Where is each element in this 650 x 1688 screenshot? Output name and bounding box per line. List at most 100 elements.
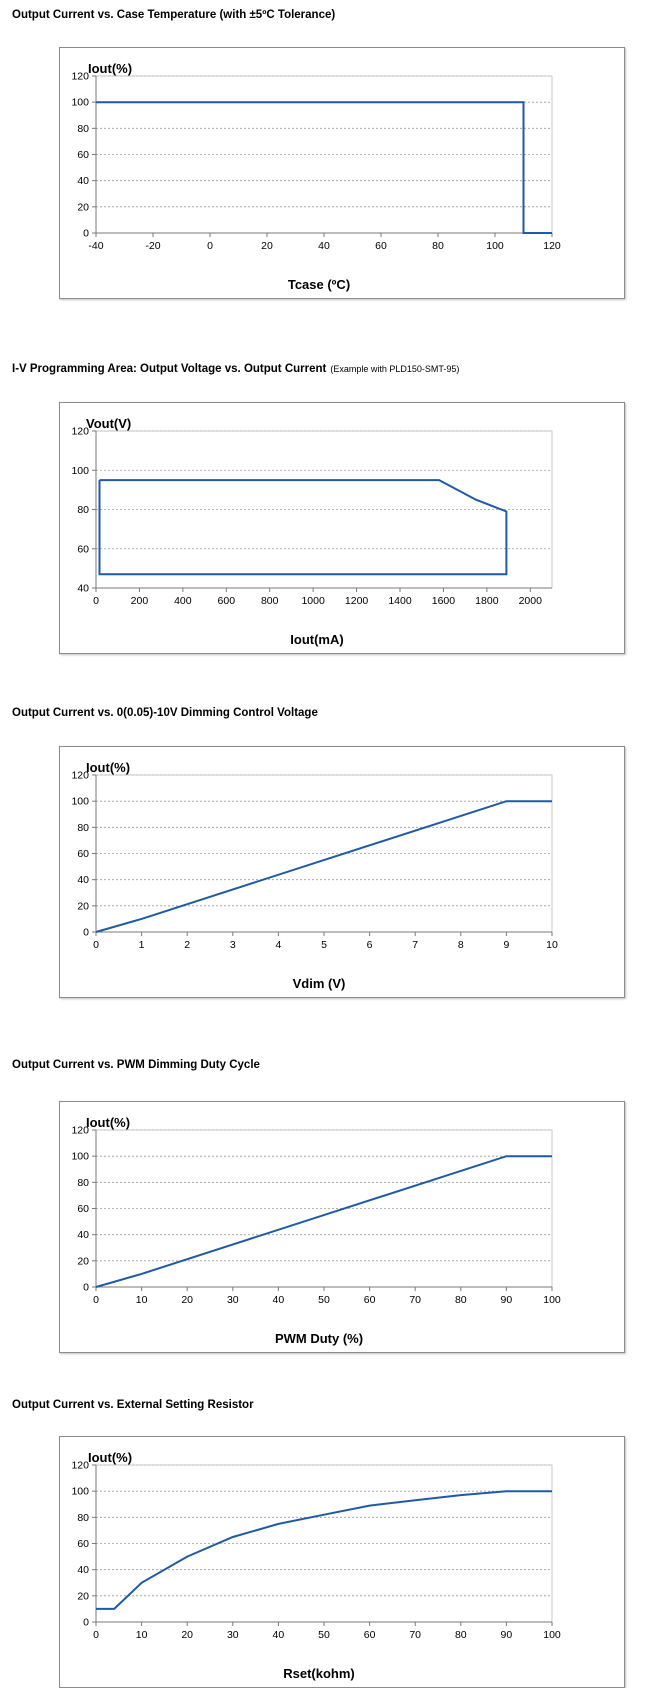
y-tick-label: 20 — [77, 1255, 89, 1267]
x-tick-label: 40 — [273, 1294, 285, 1306]
chart-section-1: Output Current vs. Case Temperature (wit… — [0, 0, 650, 300]
y-tick-label: 60 — [77, 1538, 89, 1550]
y-axis-title: Iout(%) — [88, 61, 132, 76]
y-axis-title: Iout(%) — [86, 1115, 130, 1130]
chart-title: Output Current vs. Case Temperature (wit… — [12, 9, 335, 21]
y-tick-label: 40 — [77, 1229, 89, 1241]
chart-title-text: Output Current vs. 0(0.05)-10V Dimming C… — [12, 707, 318, 719]
x-tick-label: 10 — [136, 1294, 148, 1306]
y-tick-label: 120 — [71, 426, 89, 438]
x-tick-label: 60 — [375, 240, 387, 252]
y-tick-label: 80 — [77, 1512, 89, 1524]
x-tick-label: 9 — [503, 939, 509, 951]
x-axis-title: Tcase (ºC) — [288, 277, 350, 292]
y-tick-label: 80 — [77, 504, 89, 516]
chart-title-text: I-V Programming Area: Output Voltage vs.… — [12, 363, 327, 375]
x-tick-label: 50 — [318, 1629, 330, 1641]
x-tick-label: 2000 — [519, 595, 543, 607]
y-tick-label: 120 — [71, 1125, 89, 1137]
y-tick-label: 100 — [71, 1486, 89, 1498]
series-line — [95, 800, 552, 933]
x-tick-label: 40 — [318, 240, 330, 252]
x-tick-label: 6 — [367, 939, 373, 951]
x-tick-label: 0 — [93, 939, 99, 951]
x-tick-label: 50 — [318, 1294, 330, 1306]
chart-section-3: Output Current vs. 0(0.05)-10V Dimming C… — [0, 695, 650, 998]
x-tick-label: 30 — [227, 1629, 239, 1641]
y-tick-label: 20 — [77, 900, 89, 912]
x-tick-label: 1200 — [345, 595, 369, 607]
x-axis-title: Iout(mA) — [290, 632, 343, 647]
plot-group: 0 20 40 60 80 100 120 0 1 2 3 4 5 6 7 8 9 10 — [71, 770, 558, 952]
y-tick-label: 120 — [71, 770, 89, 782]
y-tick-label: 100 — [71, 1151, 89, 1163]
x-tick-label: 3 — [230, 939, 236, 951]
x-tick-label: 5 — [321, 939, 327, 951]
x-tick-label: 600 — [218, 595, 236, 607]
x-tick-label: 0 — [93, 1294, 99, 1306]
chart-title-text: Output Current vs. Case Temperature (wit… — [12, 9, 336, 21]
chart-title: Output Current vs. 0(0.05)-10V Dimming C… — [12, 707, 318, 719]
y-tick-label: 0 — [83, 1282, 89, 1294]
y-axis-title: Iout(%) — [86, 760, 130, 775]
y-tick-label: 100 — [71, 796, 89, 808]
y-tick-label: 0 — [83, 927, 89, 939]
y-axis-title: Vout(V) — [86, 416, 131, 431]
chart-panel: 40 60 80 100 120 0 200 400 600 800 1000 1200 1400 160… — [59, 402, 625, 654]
chart-panel: 0 20 40 60 80 100 120 0 10 20 30 40 50 60 70 80 90 100 Io… — [59, 1436, 625, 1688]
x-tick-label: 2 — [184, 939, 190, 951]
chart-svg: 0 20 40 60 80 100 120 0 10 20 30 40 50 60 70 80 90 100 Io… — [71, 1450, 560, 1681]
chart-panel: 0 20 40 60 80 100 120 0 1 2 3 4 5 6 7 8 9 10 Iout(%) Vdim… — [59, 746, 625, 998]
plot-group: 0 20 40 60 80 100 120 0 10 20 30 40 50 60 70 80 90 100 — [71, 1460, 560, 1642]
x-tick-label: 400 — [174, 595, 192, 607]
y-tick-label: 80 — [77, 1177, 89, 1189]
x-axis-title: Vdim (V) — [293, 976, 346, 991]
x-tick-label: 80 — [455, 1629, 467, 1641]
chart-svg: 0 20 40 60 80 100 120 0 10 20 30 40 50 60 70 80 90 100 Io… — [71, 1115, 560, 1346]
chart-title: Output Current vs. External Setting Resi… — [12, 1399, 254, 1411]
x-tick-label: 200 — [131, 595, 149, 607]
x-tick-label: 100 — [543, 1629, 561, 1641]
chart-section-5: Output Current vs. External Setting Resi… — [0, 1385, 650, 1688]
chart-svg: 0 20 40 60 80 100 120 0 1 2 3 4 5 6 7 8 9 10 Iout(%) Vdim… — [71, 760, 558, 991]
x-tick-label: 100 — [486, 240, 504, 252]
x-tick-label: 0 — [93, 1629, 99, 1641]
chart-panel: 0 20 40 60 80 100 120 0 10 20 30 40 50 60 70 80 90 100 Io… — [59, 1101, 625, 1353]
y-tick-label: 20 — [77, 201, 89, 213]
x-tick-label: 90 — [501, 1294, 513, 1306]
y-tick-label: 80 — [77, 822, 89, 834]
chart-title: Output Current vs. PWM Dimming Duty Cycl… — [12, 1059, 260, 1071]
y-tick-label: 80 — [77, 123, 89, 135]
y-tick-label: 120 — [71, 1460, 89, 1472]
x-tick-label: 10 — [136, 1629, 148, 1641]
x-tick-label: 7 — [412, 939, 418, 951]
x-tick-label: 1600 — [432, 595, 456, 607]
chart-section-4: Output Current vs. PWM Dimming Duty Cycl… — [0, 1050, 650, 1353]
x-axis-title: PWM Duty (%) — [275, 1331, 363, 1346]
chart-panel: 0 20 40 60 80 100 120 -40 -20 0 20 40 60 80 100 120 Iou… — [59, 47, 625, 299]
y-tick-label: 120 — [71, 71, 89, 83]
series-line — [98, 479, 508, 576]
x-tick-label: -20 — [145, 240, 160, 252]
series-line — [96, 1490, 552, 1610]
x-axis-title: Rset(kohm) — [283, 1666, 355, 1681]
y-tick-label: 40 — [77, 874, 89, 886]
x-tick-label: 80 — [455, 1294, 467, 1306]
x-tick-label: -40 — [88, 240, 103, 252]
y-tick-label: 60 — [77, 848, 89, 860]
x-tick-label: 60 — [364, 1629, 376, 1641]
series-line — [95, 1155, 552, 1288]
x-tick-label: 1400 — [388, 595, 412, 607]
x-tick-label: 1800 — [475, 595, 499, 607]
y-tick-label: 100 — [71, 97, 89, 109]
y-tick-label: 40 — [77, 583, 89, 595]
x-tick-label: 10 — [546, 939, 558, 951]
x-tick-label: 70 — [409, 1629, 421, 1641]
x-tick-label: 4 — [275, 939, 281, 951]
x-tick-label: 80 — [432, 240, 444, 252]
y-tick-label: 60 — [77, 1203, 89, 1215]
x-tick-label: 1 — [139, 939, 145, 951]
y-axis-title: Iout(%) — [88, 1450, 132, 1465]
